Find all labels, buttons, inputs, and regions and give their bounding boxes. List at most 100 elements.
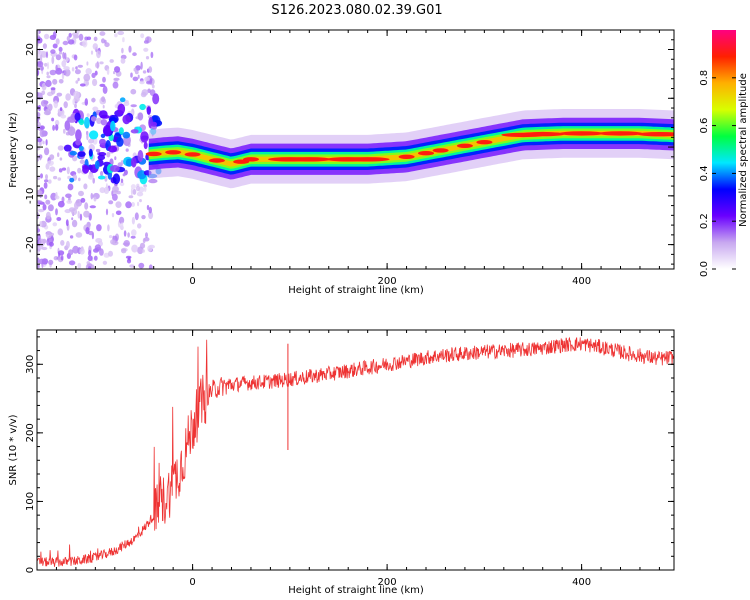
noise-blob <box>59 157 63 161</box>
noise-blob <box>42 43 48 49</box>
noise-blob <box>114 156 117 161</box>
noise-blob <box>50 87 56 91</box>
ridge-peak <box>398 154 415 159</box>
noise-blob <box>134 212 139 221</box>
noise-blob <box>115 210 122 216</box>
spectrogram-panel: 0 200 400 -20 -10 0 10 20 Height of straight li… <box>8 29 675 296</box>
noise-blob <box>43 110 51 116</box>
noise-blob <box>102 104 105 109</box>
noise-blob <box>41 246 48 251</box>
signal-blob <box>117 103 126 115</box>
noise-blob <box>78 33 84 41</box>
noise-blob <box>141 89 149 96</box>
noise-blob <box>45 79 52 88</box>
noise-blob <box>112 185 119 193</box>
noise-blob <box>68 260 76 266</box>
noise-blob <box>75 200 80 204</box>
noise-blob <box>82 39 88 48</box>
noise-blob <box>150 51 154 59</box>
signal-blob <box>67 126 76 136</box>
noise-blob <box>56 92 63 97</box>
noise-blob <box>93 196 97 202</box>
noise-blob <box>91 264 95 269</box>
noise-blob <box>37 200 43 204</box>
snr-frame <box>36 329 675 571</box>
noise-blob <box>78 177 81 182</box>
signal-blob <box>112 173 121 185</box>
noise-blob <box>57 145 64 151</box>
colorbar: 0.0 0.2 0.4 0.6 0.8 Normalized spectral ampl… <box>699 30 749 277</box>
noise-blob <box>67 183 74 191</box>
noise-blob <box>110 239 116 245</box>
noise-blob <box>47 160 54 166</box>
noise-blob <box>88 230 94 236</box>
noise-blob <box>87 255 93 262</box>
signal-blob <box>82 164 90 174</box>
noise-blob <box>144 76 150 82</box>
noise-blob <box>79 159 86 164</box>
noise-blob <box>64 68 71 77</box>
snr-series-line <box>37 336 674 567</box>
spectrogram-x-tick-label: 0 <box>189 276 195 287</box>
noise-blob <box>42 204 47 211</box>
noise-blob <box>106 68 110 75</box>
noise-blob <box>55 54 62 61</box>
noise-blob <box>128 195 134 199</box>
noise-blob <box>88 266 92 269</box>
noise-blob <box>55 191 58 199</box>
noise-blob <box>78 190 84 197</box>
noise-blob <box>58 51 63 55</box>
noise-blob <box>62 51 65 59</box>
noise-blob <box>49 69 57 76</box>
colorbar-tick-label: 0.0 <box>699 261 710 277</box>
noise-blob <box>48 179 52 184</box>
noise-blob <box>123 240 130 247</box>
noise-blob <box>123 101 130 106</box>
noise-blob <box>60 240 65 246</box>
noise-blob <box>112 81 119 89</box>
noise-blob <box>56 217 62 221</box>
signal-blob <box>97 175 106 180</box>
noise-blob <box>72 245 79 254</box>
noise-blob <box>95 62 100 69</box>
signal-blob <box>143 141 148 150</box>
noise-blob <box>151 84 155 89</box>
ridge-peak <box>418 151 434 156</box>
noise-blob <box>99 31 106 36</box>
noise-blob <box>92 106 99 112</box>
noise-blob <box>125 148 129 152</box>
noise-blob <box>45 139 48 146</box>
ridge-peak <box>165 150 182 155</box>
spectrogram-x-tick-label: 400 <box>572 276 591 287</box>
noise-blob <box>66 36 70 42</box>
noise-blob <box>143 47 149 52</box>
noise-blob <box>103 186 110 194</box>
noise-blob <box>132 188 137 195</box>
noise-blob <box>61 60 67 68</box>
noise-blob <box>130 235 136 239</box>
noise-blob <box>46 71 49 76</box>
signal-blob <box>116 137 124 147</box>
noise-blob <box>93 255 98 261</box>
signal-blob <box>84 116 90 129</box>
noise-blob <box>44 179 49 183</box>
signal-blob <box>75 129 82 141</box>
signal-blob <box>137 112 144 121</box>
noise-blob <box>137 246 144 255</box>
noise-blob <box>148 206 152 214</box>
noise-blob <box>44 33 50 40</box>
signal-blob <box>140 131 149 143</box>
noise-blob <box>108 200 114 205</box>
noise-blob <box>77 262 82 269</box>
colorbar-label: Normalized spectral amplitude <box>738 73 749 227</box>
noise-blob <box>141 215 146 220</box>
snr-y-tick-label: 200 <box>25 423 36 442</box>
noise-blob <box>40 99 48 107</box>
noise-blob <box>37 228 41 233</box>
colorbar-strip <box>712 30 736 269</box>
noise-blob <box>50 49 56 54</box>
noise-blob <box>71 219 78 228</box>
noise-blob <box>99 187 106 194</box>
noise-blob <box>100 119 108 126</box>
signal-blob <box>88 148 93 157</box>
